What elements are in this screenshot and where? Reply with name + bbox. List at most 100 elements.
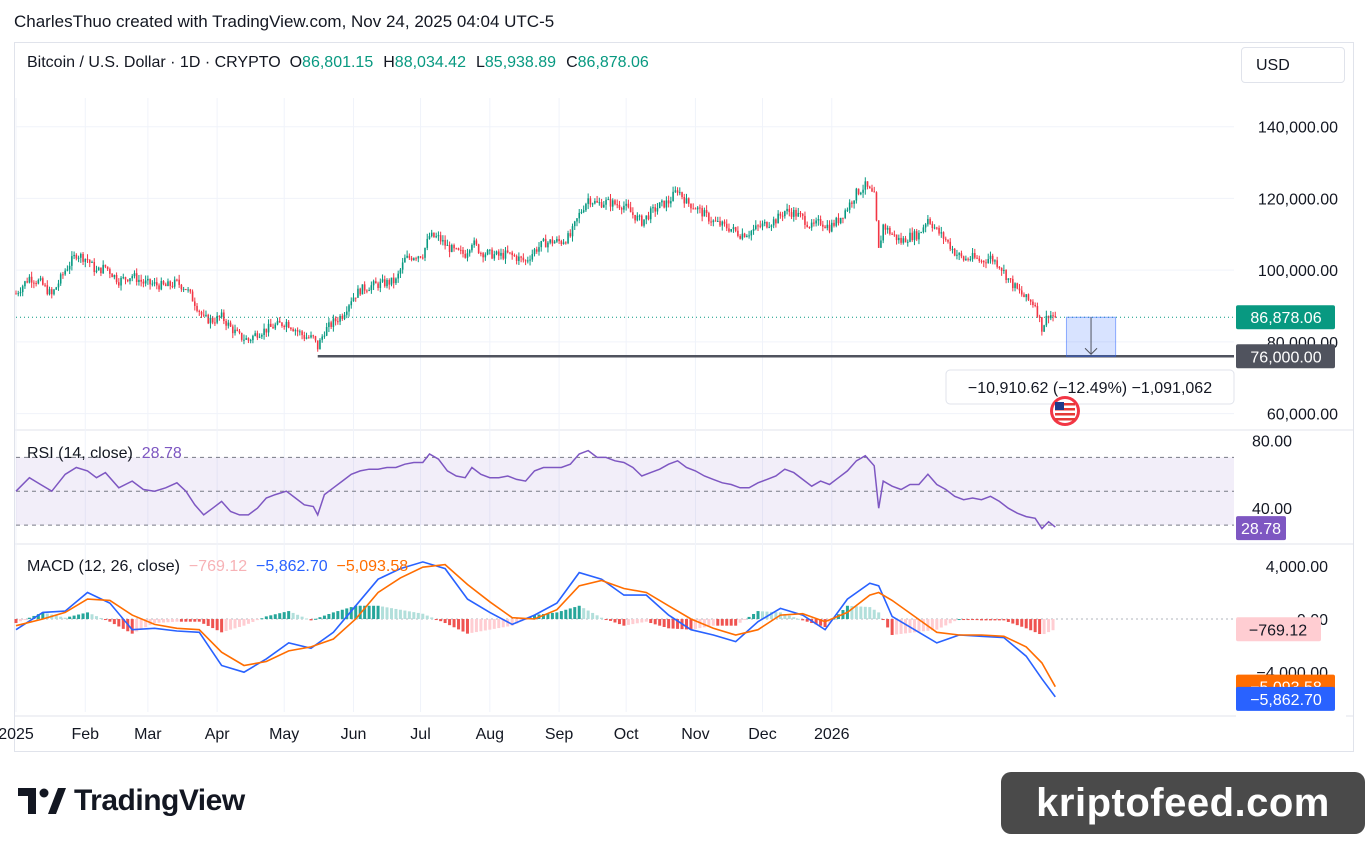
macd-histogram-bar xyxy=(515,619,519,624)
macd-histogram-bar xyxy=(510,619,514,626)
candle-body xyxy=(609,198,612,207)
candle-body xyxy=(392,277,395,284)
macd-histogram-bar xyxy=(318,617,322,620)
candle-body xyxy=(455,248,458,250)
macd-histogram-bar xyxy=(868,607,872,620)
candle-body xyxy=(795,209,797,217)
kriptofeed-watermark: kriptofeed.com xyxy=(1001,772,1365,834)
macd-histogram-bar xyxy=(465,619,469,634)
macd-histogram-bar xyxy=(716,619,720,626)
candle-body xyxy=(379,281,382,288)
candle-body xyxy=(998,266,1001,268)
macd-histogram-bar xyxy=(622,619,626,626)
candle-body xyxy=(194,301,196,306)
symbol-title[interactable]: Bitcoin / U.S. Dollar · 1D · CRYPTO xyxy=(27,54,281,71)
candle-body xyxy=(571,226,574,237)
candle-body xyxy=(947,239,949,242)
candle-body xyxy=(1036,306,1039,317)
candle-body xyxy=(873,191,876,193)
macd-histogram-bar xyxy=(439,619,443,622)
candle-body xyxy=(578,212,581,219)
candle-body xyxy=(156,282,158,286)
candle-body xyxy=(100,267,102,274)
macd-histogram-bar xyxy=(1038,619,1042,635)
macd-histogram-bar xyxy=(425,615,429,620)
candle-body xyxy=(549,239,551,243)
candle-body xyxy=(511,252,513,256)
candle-body xyxy=(1045,315,1048,326)
candle-body xyxy=(958,253,960,255)
candle-body xyxy=(1029,299,1032,302)
candle-body xyxy=(281,322,283,326)
candle-body xyxy=(730,229,732,232)
macd-histogram-bar xyxy=(617,619,621,625)
candle-body xyxy=(386,279,388,287)
macd-legend[interactable]: MACD (12, 26, close) −769.12 −5,862.70 −… xyxy=(27,558,408,576)
candle-body xyxy=(504,250,507,259)
macd-histogram-bar xyxy=(671,619,675,629)
macd-histogram-bar xyxy=(170,619,174,622)
macd-histogram-bar xyxy=(130,619,134,634)
candle-body xyxy=(611,200,614,207)
measure-label: −10,910.62 (−12.49%) −1,091,062 xyxy=(968,380,1212,397)
candle-body xyxy=(632,212,634,215)
candle-body xyxy=(506,250,509,253)
candle-body xyxy=(149,278,151,285)
macd-histogram-bar xyxy=(242,619,246,626)
candle-body xyxy=(274,324,277,329)
axis-mask xyxy=(1236,714,1346,744)
macd-histogram-bar xyxy=(188,619,192,622)
macd-histogram-bar xyxy=(1002,619,1006,621)
candle-body xyxy=(345,311,348,315)
candle-body xyxy=(339,315,341,322)
candle-body xyxy=(75,254,78,259)
candle-body xyxy=(147,278,149,281)
macd-histogram-bar xyxy=(358,605,362,620)
candle-body xyxy=(323,335,326,337)
candle-body xyxy=(133,273,136,277)
time-axis-label: Jul xyxy=(410,726,430,743)
macd-histogram-bar xyxy=(591,612,595,620)
macd-histogram-bar xyxy=(117,619,121,627)
candle-body xyxy=(956,254,958,256)
candle-body xyxy=(59,274,62,284)
macd-histogram-bar xyxy=(859,606,863,620)
candle-body xyxy=(681,192,683,198)
macd-histogram-bar xyxy=(640,619,644,623)
us-flag-stripe xyxy=(1055,403,1075,406)
time-axis-label: 2026 xyxy=(814,726,850,743)
candle-body xyxy=(817,219,820,221)
candle-body xyxy=(978,258,981,261)
macd-histogram-bar xyxy=(765,611,769,620)
macd-histogram-bar xyxy=(939,619,943,628)
macd-histogram-bar xyxy=(461,619,465,632)
macd-histogram-bar xyxy=(774,612,778,620)
candle-body xyxy=(1043,325,1045,332)
candle-body xyxy=(53,289,55,295)
macd-histogram-bar xyxy=(854,606,858,620)
candle-body xyxy=(209,317,212,324)
candle-body xyxy=(620,208,623,210)
macd-histogram-bar xyxy=(474,619,478,633)
candle-body xyxy=(171,285,174,287)
time-axis-label: Sep xyxy=(545,726,574,743)
candle-body xyxy=(654,207,657,212)
macd-histogram-bar xyxy=(613,619,617,623)
candle-body xyxy=(357,288,359,298)
rsi-legend[interactable]: RSI (14, close) 28.78 xyxy=(27,445,182,463)
candle-body xyxy=(158,285,160,290)
candle-body xyxy=(457,248,460,250)
candle-body xyxy=(314,336,317,341)
candle-body xyxy=(388,279,391,285)
candle-body xyxy=(927,218,929,225)
currency-button[interactable]: USD xyxy=(1241,47,1345,83)
candle-body xyxy=(319,339,321,350)
candle-body xyxy=(851,202,853,204)
candle-body xyxy=(370,285,373,291)
us-flag-stripe xyxy=(1055,408,1075,411)
candle-body xyxy=(940,232,943,234)
candle-body xyxy=(750,231,753,236)
candle-body xyxy=(173,279,176,287)
rsi-title: RSI (14, close) xyxy=(27,445,133,462)
